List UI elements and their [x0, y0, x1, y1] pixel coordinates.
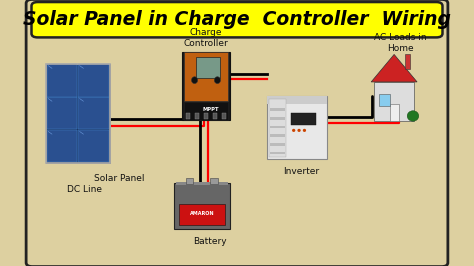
Bar: [213, 113, 217, 119]
Bar: [222, 113, 226, 119]
Bar: [47, 130, 77, 162]
Bar: [210, 178, 218, 184]
Ellipse shape: [297, 129, 301, 132]
Bar: [196, 56, 220, 78]
Bar: [270, 143, 285, 146]
Bar: [182, 52, 230, 120]
Polygon shape: [371, 55, 417, 82]
Text: AC Loads in
Home: AC Loads in Home: [374, 33, 427, 53]
FancyBboxPatch shape: [31, 2, 443, 38]
Bar: [204, 113, 208, 119]
Bar: [46, 64, 110, 163]
Ellipse shape: [292, 129, 295, 132]
Bar: [390, 103, 399, 121]
Text: MPPT: MPPT: [203, 106, 219, 111]
Ellipse shape: [303, 129, 306, 132]
Text: Solar Panel: Solar Panel: [94, 174, 145, 182]
Bar: [47, 97, 77, 130]
Bar: [270, 108, 285, 111]
Bar: [184, 102, 228, 120]
Bar: [270, 152, 285, 155]
Bar: [270, 126, 285, 128]
Bar: [78, 64, 109, 97]
Bar: [46, 64, 110, 163]
Bar: [269, 99, 286, 157]
Bar: [270, 134, 285, 137]
Bar: [374, 82, 414, 121]
Text: Battery: Battery: [193, 237, 227, 246]
Bar: [379, 94, 390, 106]
Text: DC Line: DC Line: [66, 185, 101, 194]
Bar: [176, 182, 228, 185]
Bar: [78, 130, 109, 162]
FancyBboxPatch shape: [26, 0, 448, 266]
Ellipse shape: [214, 77, 220, 84]
Ellipse shape: [191, 77, 198, 84]
Text: Inverter: Inverter: [283, 167, 319, 176]
Bar: [195, 113, 199, 119]
Ellipse shape: [407, 111, 419, 121]
Bar: [186, 178, 193, 184]
Bar: [78, 97, 109, 130]
Bar: [270, 117, 285, 119]
Text: Solar Panel in Charge  Controller  Wiring: Solar Panel in Charge Controller Wiring: [23, 10, 451, 29]
Bar: [405, 55, 410, 69]
Bar: [186, 113, 190, 119]
Bar: [267, 96, 327, 104]
Text: Charge
Controller: Charge Controller: [183, 28, 228, 48]
Bar: [179, 204, 225, 225]
Bar: [184, 52, 228, 101]
Bar: [47, 64, 77, 97]
Bar: [291, 113, 316, 125]
Bar: [174, 184, 230, 229]
Text: AMARON: AMARON: [190, 211, 214, 216]
Bar: [267, 96, 327, 159]
